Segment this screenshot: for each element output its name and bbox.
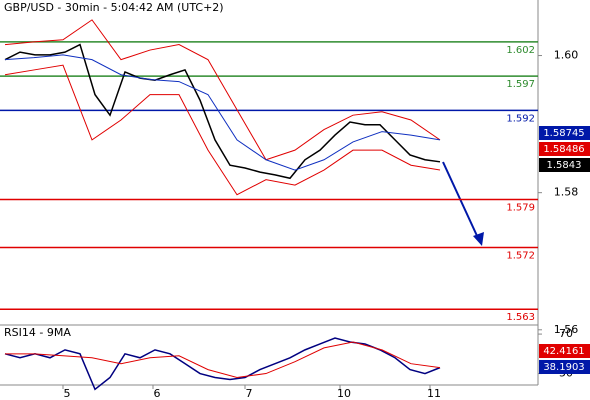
y-tick-label: 1.60 bbox=[554, 49, 579, 62]
level-label: 1.572 bbox=[506, 251, 535, 262]
price-box bbox=[539, 344, 590, 358]
series-line bbox=[5, 341, 441, 379]
level-label: 1.592 bbox=[506, 113, 535, 124]
level-label: 1.579 bbox=[506, 203, 535, 214]
price-box-label: 38.1903 bbox=[543, 362, 584, 373]
series-line bbox=[4, 64, 441, 196]
price-box-label: 42.4161 bbox=[543, 346, 584, 357]
x-tick-label: 11 bbox=[427, 387, 441, 400]
price-box-label: 1.5843 bbox=[547, 160, 582, 171]
series-line bbox=[4, 19, 441, 161]
level-label: 1.597 bbox=[506, 79, 535, 90]
price-box-label: 1.58745 bbox=[543, 128, 584, 139]
price-box bbox=[539, 126, 590, 140]
chart-title: GBP/USD - 30min - 5:04:42 AM (UTC+2) bbox=[4, 1, 224, 14]
price-box bbox=[539, 158, 590, 172]
level-label: 1.602 bbox=[506, 45, 535, 56]
y-tick-label: 70 bbox=[559, 327, 573, 340]
price-box bbox=[539, 142, 590, 156]
series-line bbox=[4, 337, 441, 391]
price-box bbox=[539, 360, 590, 374]
x-tick-label: 10 bbox=[337, 387, 351, 400]
x-tick-label: 5 bbox=[64, 387, 71, 400]
y-tick-label: 1.56 bbox=[554, 323, 579, 336]
arrowhead bbox=[473, 232, 484, 246]
series-line bbox=[4, 54, 441, 171]
x-tick-label: 6 bbox=[154, 387, 161, 400]
x-tick-label: 7 bbox=[246, 387, 253, 400]
series-line bbox=[4, 43, 441, 180]
level-label: 1.563 bbox=[506, 312, 535, 323]
price-box-label: 1.58486 bbox=[543, 144, 584, 155]
rsi-title: RSI14 - 9MA bbox=[4, 326, 71, 339]
y-tick-label: 1.58 bbox=[554, 186, 579, 199]
